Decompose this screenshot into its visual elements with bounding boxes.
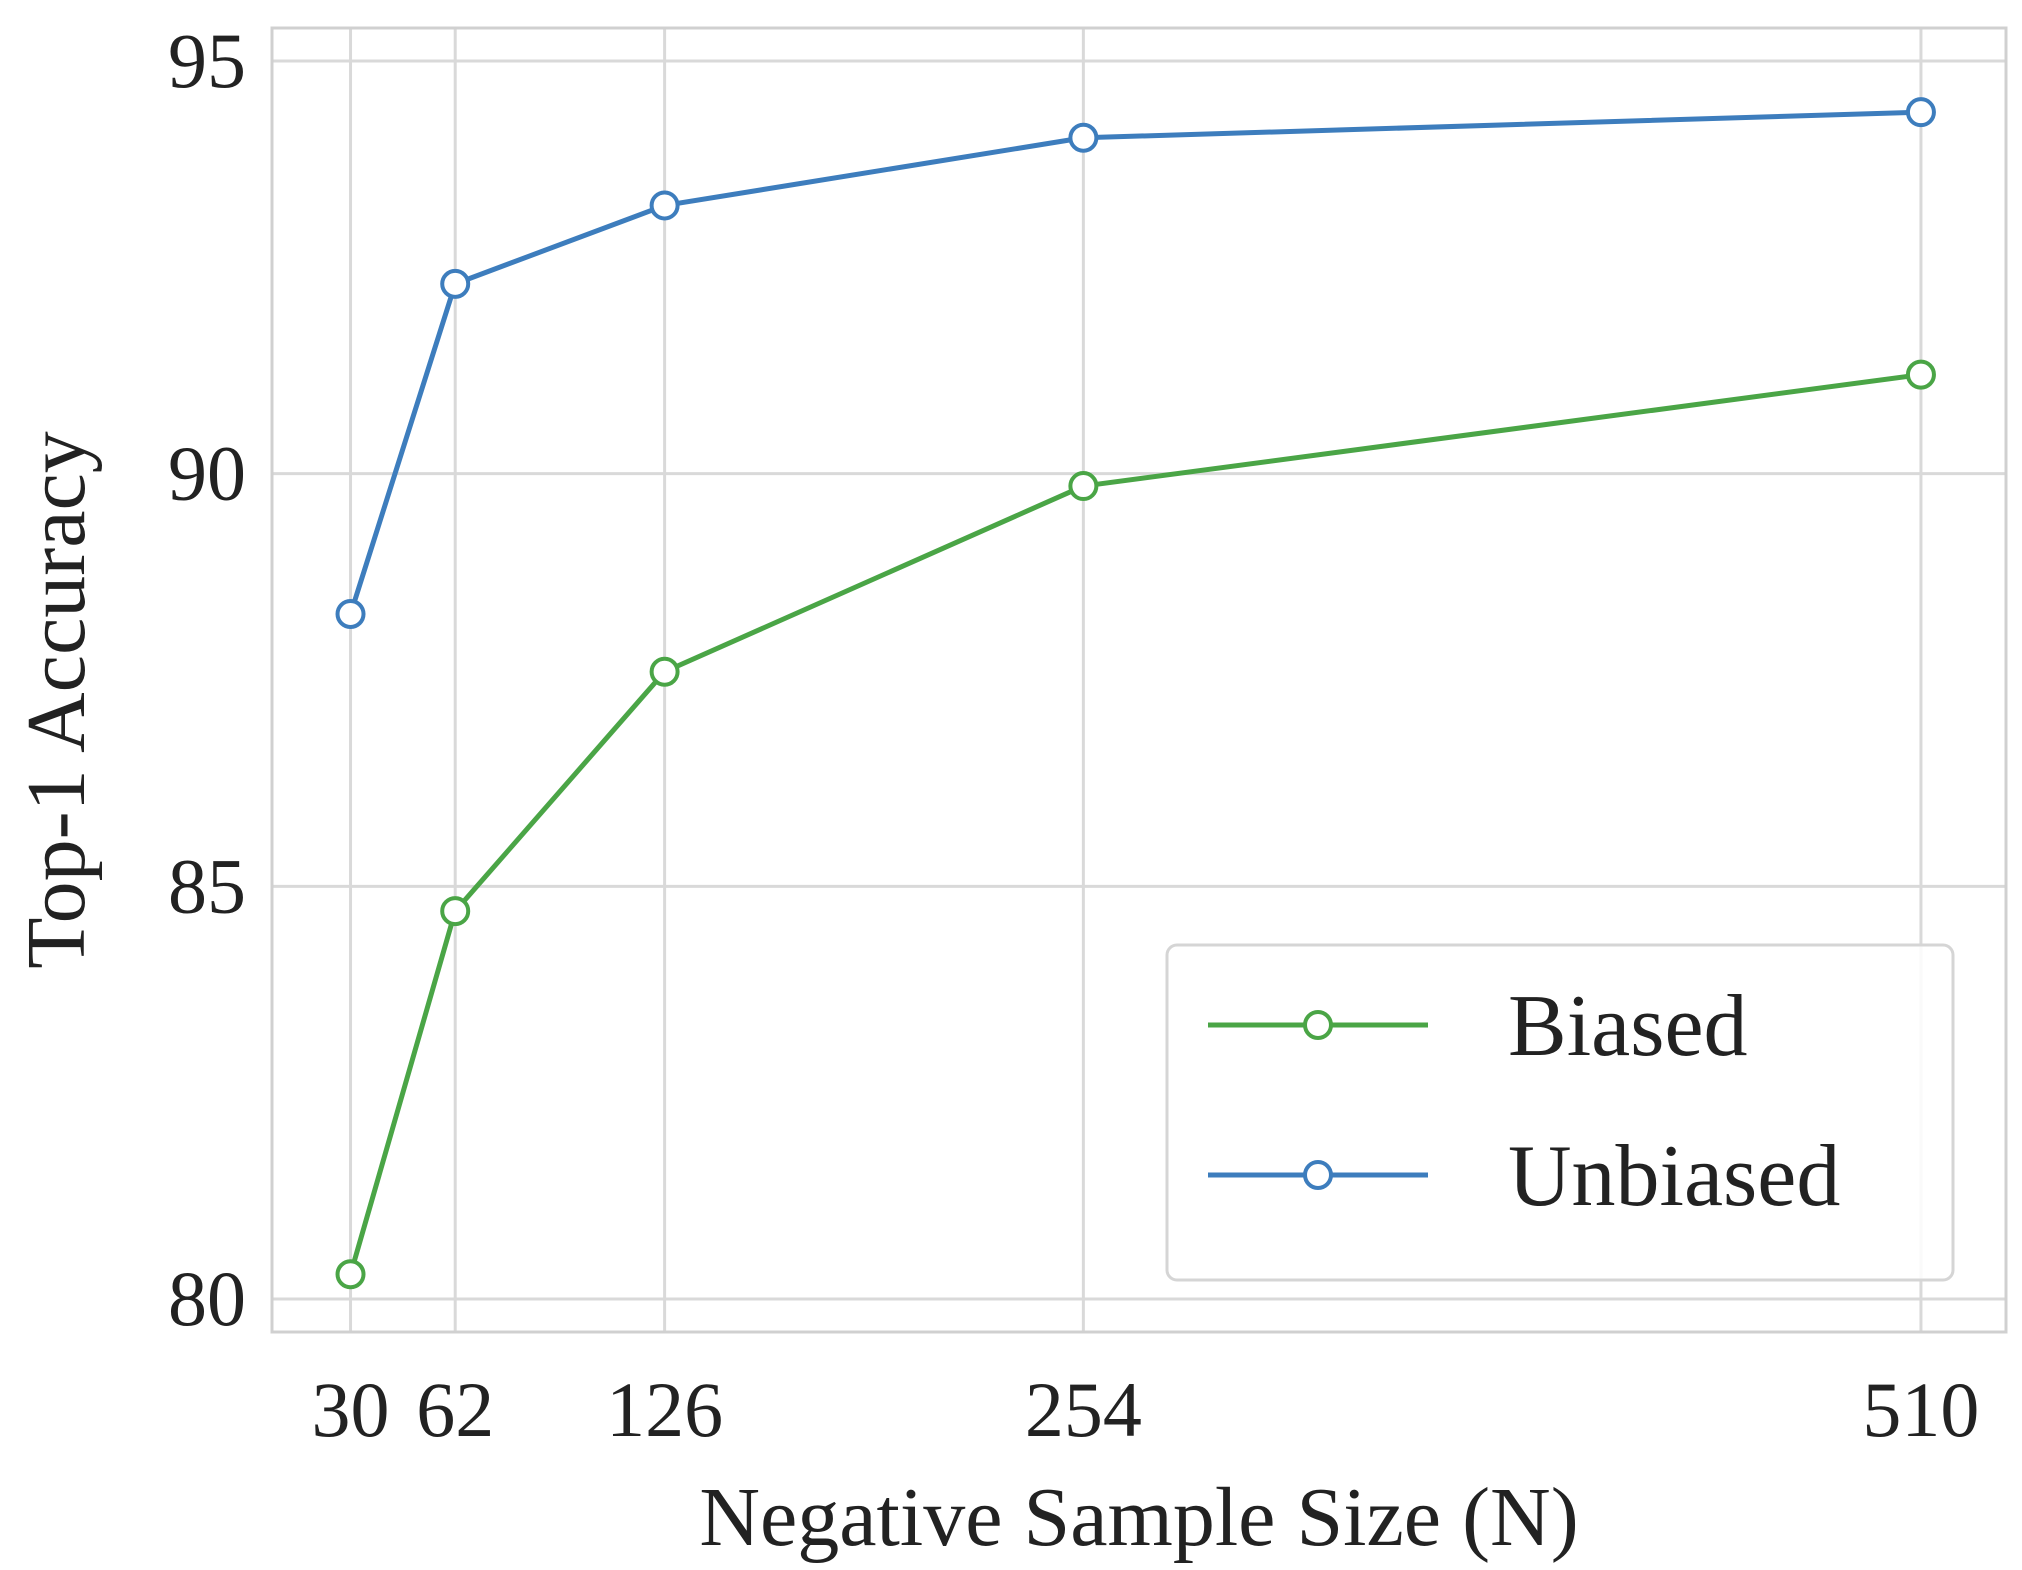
y-tick-label: 95: [168, 17, 246, 104]
legend-label: Unbiased: [1508, 1128, 1840, 1225]
data-point: [1905, 359, 1936, 390]
y-axis-title: Top-1 Accuracy: [10, 431, 103, 969]
y-tick-label: 80: [168, 1255, 246, 1342]
data-point: [1905, 97, 1936, 128]
grid-lines: [272, 28, 2006, 1332]
plot-frame: [270, 26, 2008, 1334]
legend-item: Unbiased: [1208, 1128, 1840, 1225]
legend-marker: [1303, 1010, 1333, 1040]
y-tick-label: 90: [168, 430, 246, 517]
data-point: [649, 190, 680, 221]
data-point: [335, 598, 366, 629]
data-point: [440, 268, 471, 299]
data-point: [1068, 471, 1099, 502]
series-line: [348, 109, 1922, 615]
data-point: [440, 896, 471, 927]
x-tick-label: 30: [312, 1366, 390, 1453]
series-layer: [335, 97, 1936, 1290]
y-tick-label: 85: [168, 842, 246, 929]
legend-marker: [1303, 1160, 1333, 1190]
data-point: [335, 1259, 366, 1290]
data-point: [649, 656, 680, 687]
tick-labels: 30 62 126 254 510 80 85 90 95: [168, 17, 1979, 1453]
legend-box: [1165, 943, 1955, 1282]
data-point: [1068, 122, 1099, 153]
x-axis-title: Negative Sample Size (N): [699, 1471, 1578, 1564]
series-biased: [335, 359, 1936, 1290]
x-tick-label: 126: [606, 1366, 723, 1453]
x-tick-label: 254: [1025, 1366, 1142, 1453]
legend-item: Biased: [1208, 978, 1748, 1075]
series-unbiased: [335, 97, 1936, 629]
legend: Biased Unbiased: [1165, 943, 1955, 1282]
legend-label: Biased: [1508, 978, 1748, 1075]
x-tick-label: 510: [1862, 1366, 1979, 1453]
x-tick-label: 62: [416, 1366, 494, 1453]
